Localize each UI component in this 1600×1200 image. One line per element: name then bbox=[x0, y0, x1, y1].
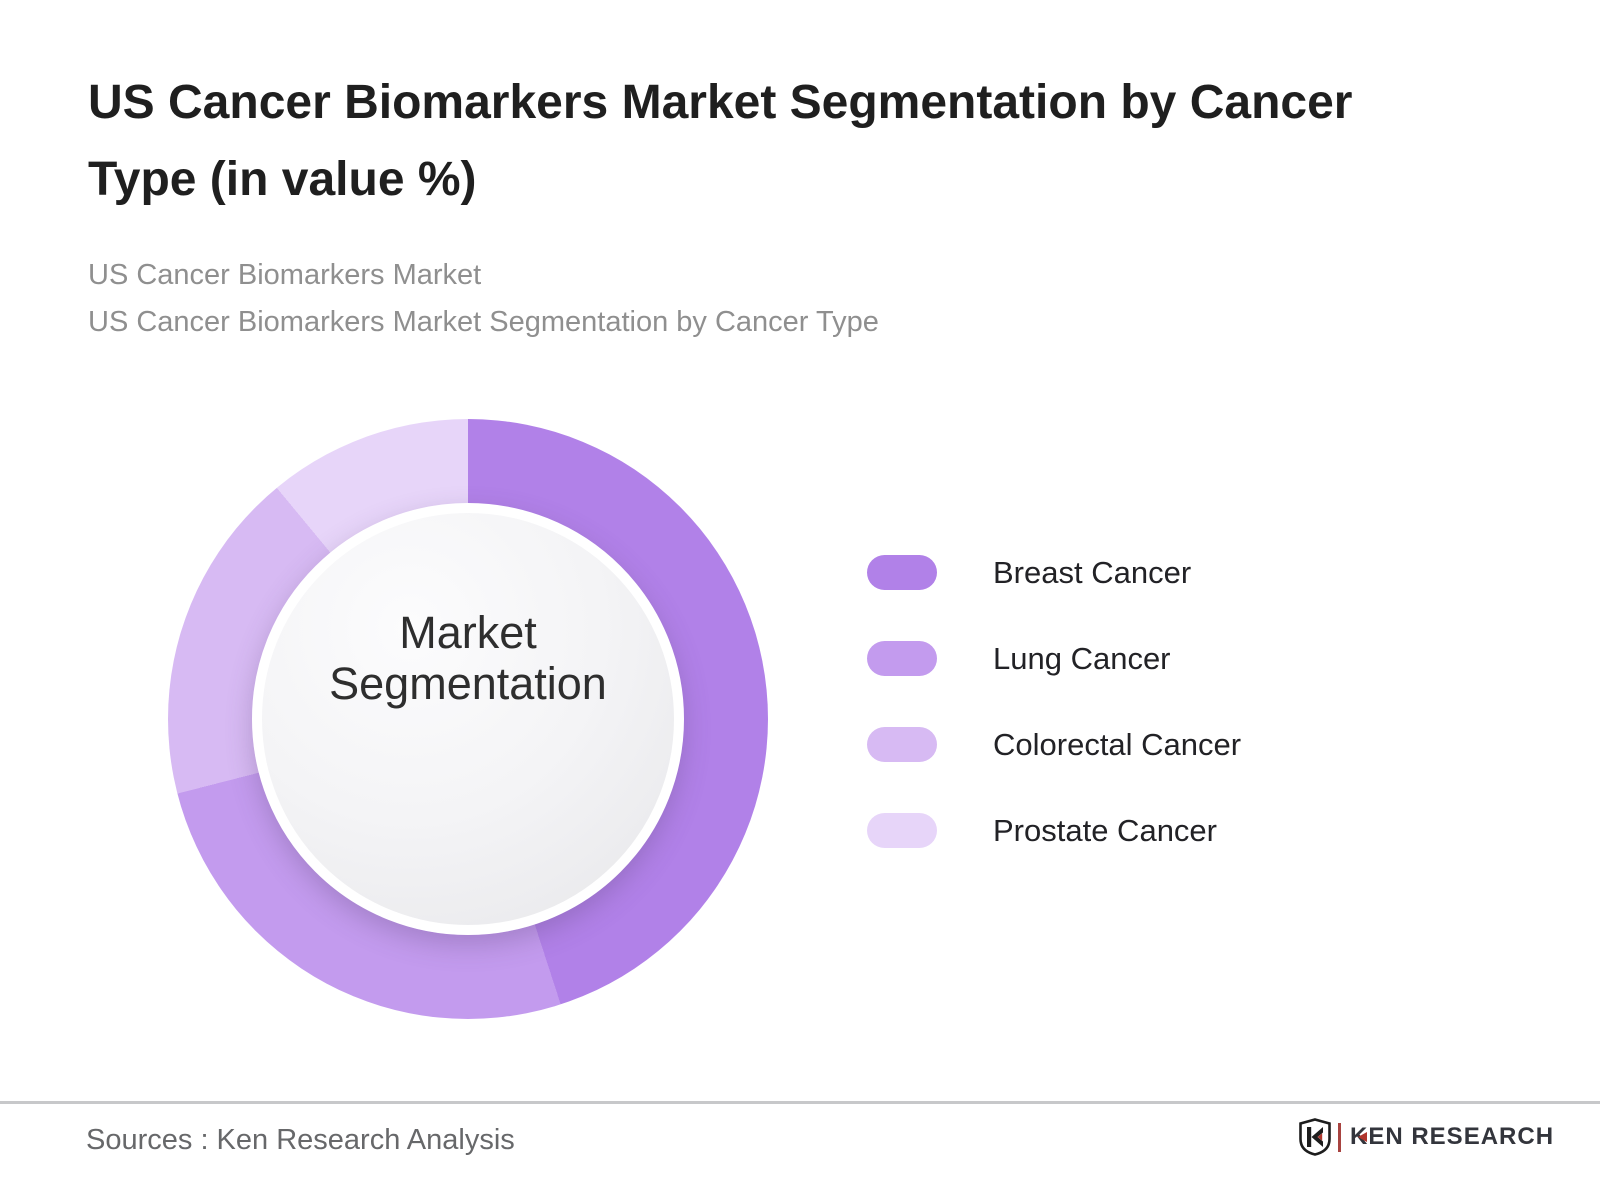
legend-item: Colorectal Cancer bbox=[867, 727, 1241, 762]
legend-item: Lung Cancer bbox=[867, 641, 1241, 676]
chart-subtitle: US Cancer Biomarkers Market US Cancer Bio… bbox=[88, 252, 879, 346]
donut-center-label-line2: Segmentation bbox=[329, 658, 607, 709]
legend-swatch bbox=[867, 555, 937, 590]
logo-separator bbox=[1338, 1122, 1341, 1152]
logo-wordmark: KEN RESEARCH bbox=[1350, 1123, 1555, 1150]
legend-swatch bbox=[867, 641, 937, 676]
legend-label: Prostate Cancer bbox=[993, 812, 1217, 848]
page-title-line2: Type (in value %) bbox=[88, 153, 477, 206]
donut-center-label-line1: Market bbox=[399, 607, 537, 658]
donut-center-circle: Market Segmentation bbox=[252, 503, 684, 935]
legend-swatch bbox=[867, 727, 937, 762]
chart-legend: Breast Cancer Lung Cancer Colorectal Cance… bbox=[867, 555, 1241, 899]
ken-research-logo: KEN RESEARCH bbox=[1299, 1117, 1554, 1157]
legend-item: Breast Cancer bbox=[867, 555, 1241, 590]
sources-text: Sources : Ken Research Analysis bbox=[86, 1124, 515, 1156]
logo-k-accent-icon bbox=[1358, 1132, 1367, 1142]
legend-swatch bbox=[867, 813, 937, 848]
page-title-line1: US Cancer Biomarkers Market Segmentation… bbox=[88, 76, 1353, 129]
donut-center-label: Market Segmentation bbox=[262, 513, 674, 709]
legend-label: Colorectal Cancer bbox=[993, 726, 1242, 762]
chart-subtitle-line1: US Cancer Biomarkers Market bbox=[88, 259, 482, 291]
donut-chart: Market Segmentation bbox=[168, 419, 768, 1019]
footer-divider bbox=[0, 1101, 1600, 1104]
legend-label: Breast Cancer bbox=[993, 554, 1192, 590]
legend-label: Lung Cancer bbox=[993, 640, 1171, 676]
shield-icon bbox=[1299, 1118, 1331, 1156]
legend-item: Prostate Cancer bbox=[867, 813, 1241, 848]
page-title: US Cancer Biomarkers Market Segmentation… bbox=[88, 64, 1508, 218]
chart-subtitle-line2: US Cancer Biomarkers Market Segmentation… bbox=[88, 306, 879, 338]
